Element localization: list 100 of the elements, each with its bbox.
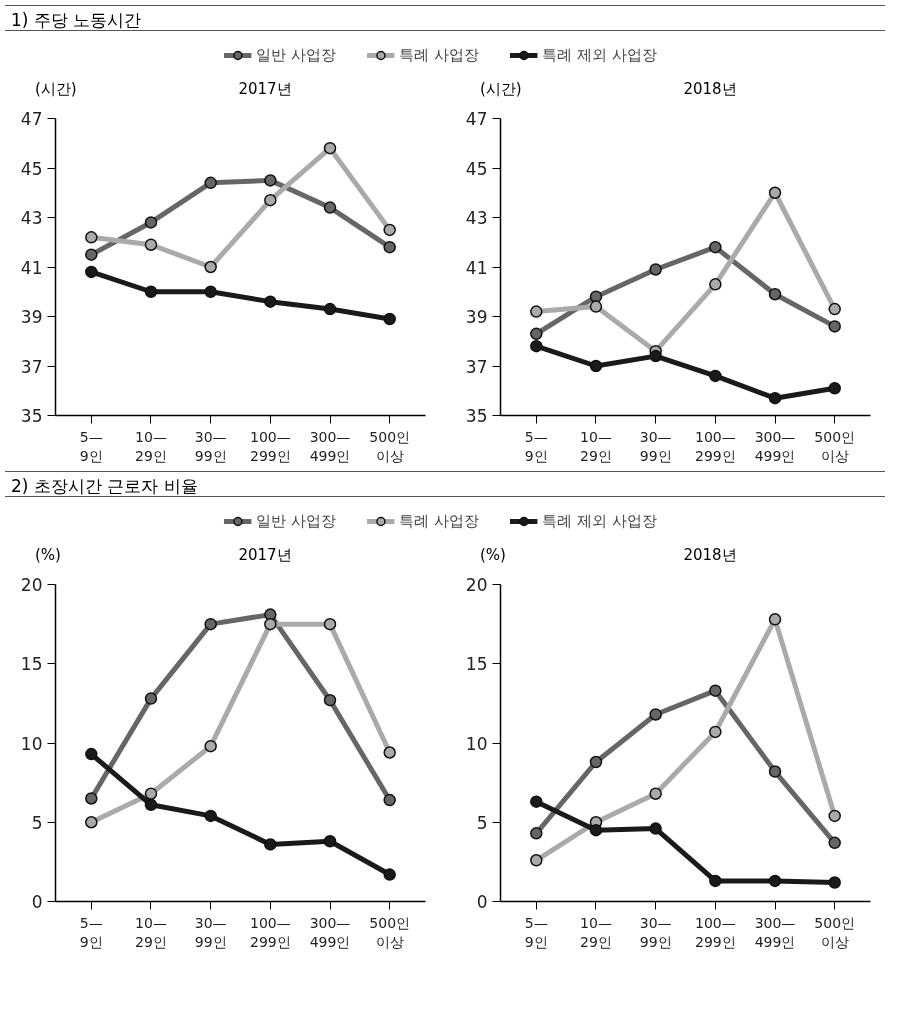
point <box>264 174 277 187</box>
chart-title: 2017년 <box>238 79 292 100</box>
point <box>768 287 782 301</box>
y-tick-label: 15 <box>465 654 488 675</box>
point <box>828 876 841 889</box>
x-tick-label: 30— 99인 <box>194 428 227 464</box>
point <box>383 746 396 759</box>
point <box>709 369 722 383</box>
point <box>204 809 217 823</box>
y-tick-label: 5 <box>31 812 43 833</box>
x-tick-label: 30— 99인 <box>639 428 672 464</box>
y-tick-label: 0 <box>31 892 43 912</box>
point <box>85 747 98 761</box>
point <box>649 349 662 363</box>
y-tick-label: 5 <box>476 812 488 833</box>
point <box>828 382 841 395</box>
point <box>709 684 722 697</box>
x-tick-label: 30— 99인 <box>639 914 672 950</box>
x-tick-label: 100— 299인 <box>249 914 291 950</box>
y-tick-label: 39 <box>20 307 43 327</box>
point <box>85 265 98 279</box>
point <box>323 141 337 155</box>
legend-label: 일반 사업장 <box>256 511 337 531</box>
point <box>709 240 722 254</box>
point <box>530 339 543 353</box>
point <box>649 263 662 276</box>
point <box>144 285 158 298</box>
y-axis-title: (시간) <box>35 79 77 100</box>
point <box>530 305 543 318</box>
x-tick-label: 300— 499인 <box>309 428 351 464</box>
y-tick-label: 20 <box>465 575 488 595</box>
point <box>204 176 217 190</box>
point <box>828 302 841 316</box>
point <box>530 327 543 341</box>
text: 2) 초장시간 근로자 비율 <box>11 475 198 498</box>
x-tick-label: 10— 29인 <box>135 914 167 950</box>
point <box>144 798 158 812</box>
point <box>530 827 543 840</box>
y-tick-label: 47 <box>20 109 43 129</box>
point <box>264 295 277 308</box>
y-axis-title: (%) <box>480 545 506 566</box>
x-tick-label: 5— 9인 <box>524 914 548 950</box>
x-tick-label: 10— 29인 <box>135 428 167 464</box>
point <box>85 816 98 829</box>
legend-label: 일반 사업장 <box>256 45 337 65</box>
point <box>323 302 337 316</box>
point <box>144 692 158 705</box>
chart-title: 2017년 <box>238 545 292 566</box>
point <box>264 838 277 851</box>
y-tick-label: 39 <box>465 307 488 327</box>
x-tick-label: 300— 499인 <box>309 914 351 950</box>
point <box>709 278 722 291</box>
point <box>828 809 841 823</box>
point <box>768 391 782 405</box>
y-tick-label: 10 <box>20 733 43 754</box>
point <box>323 201 337 214</box>
x-tick-label: 100— 299인 <box>249 428 291 464</box>
point <box>383 868 396 881</box>
legend-label: 특례 사업장 <box>399 511 480 531</box>
point <box>768 186 782 199</box>
text: 1) 주당 노동시간 <box>11 9 142 32</box>
y-tick-label: 43 <box>20 208 43 228</box>
y-axis-title: (시간) <box>480 79 522 100</box>
x-tick-label: 500인 이상 <box>814 914 856 950</box>
x-tick-label: 5— 9인 <box>524 428 548 464</box>
point <box>589 823 603 837</box>
point <box>204 617 217 631</box>
x-tick-label: 500인 이상 <box>814 428 856 464</box>
y-tick-label: 15 <box>20 654 43 675</box>
point <box>85 231 98 244</box>
point <box>383 240 396 254</box>
point <box>709 874 722 888</box>
legend-label: 특례 제외 사업장 <box>542 45 657 65</box>
x-tick-label: 10— 29인 <box>580 428 612 464</box>
point <box>649 708 662 721</box>
point <box>264 193 277 207</box>
point <box>264 617 277 631</box>
point <box>85 248 98 261</box>
y-tick-label: 47 <box>465 109 488 129</box>
point <box>768 613 782 626</box>
point <box>323 835 337 848</box>
y-tick-label: 0 <box>476 892 488 912</box>
x-tick-label: 300— 499인 <box>754 428 796 464</box>
legend-label: 특례 사업장 <box>399 45 480 65</box>
point <box>709 725 722 739</box>
point <box>589 359 603 373</box>
point <box>323 693 337 707</box>
point <box>204 285 217 298</box>
y-tick-label: 45 <box>465 158 488 179</box>
point <box>144 787 158 800</box>
point <box>144 216 158 229</box>
x-tick-label: 500인 이상 <box>369 428 411 464</box>
y-tick-label: 35 <box>465 406 488 426</box>
point <box>144 238 158 251</box>
x-tick-label: 100— 299인 <box>694 428 736 464</box>
y-tick-label: 20 <box>20 575 43 595</box>
point <box>649 822 662 835</box>
point <box>589 755 603 769</box>
y-tick-label: 37 <box>20 356 43 377</box>
y-tick-label: 35 <box>20 406 43 426</box>
